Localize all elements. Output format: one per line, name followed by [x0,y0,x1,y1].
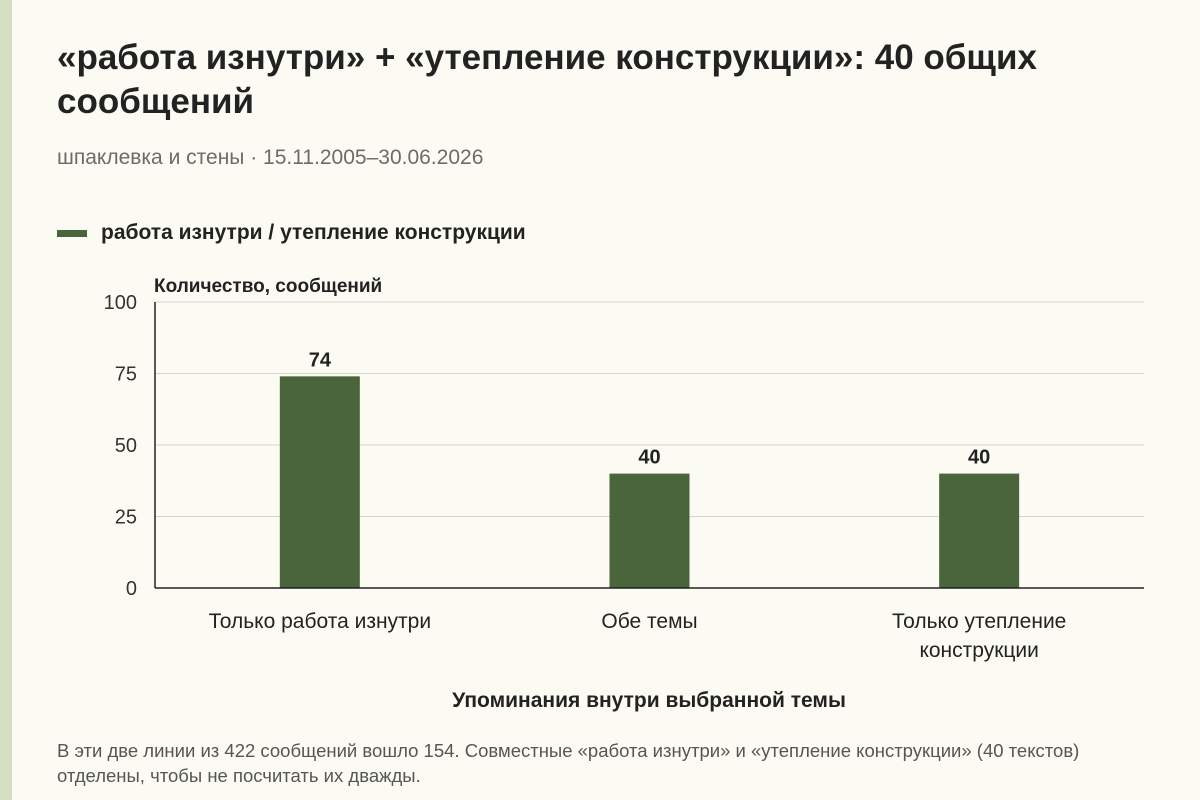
y-tick-label: 100 [104,292,137,314]
y-axis-label: Количество, сообщений [154,276,382,297]
axes: 0 25 50 75 100 Только работа изнутри Обе темы Т… [104,292,1144,662]
x-tick-label: Только работа изнутри [209,610,432,633]
x-tick-label-line: конструкции [919,639,1038,662]
x-tick-label: Только утепление конструкции [892,610,1066,662]
x-tick-label-line: Только работа изнутри [209,610,432,633]
y-tick-label: 50 [115,435,137,457]
legend: работа изнутри / утепление конструкции [57,218,526,248]
bar-value-label: 40 [968,447,990,469]
x-axis-label: Упоминания внутри выбранной темы [452,689,846,712]
chart-title: «работа изнутри» + «утепление конструкци… [57,38,1037,121]
bar [279,376,360,588]
legend-label: работа изнутри / утепление конструкции [101,221,526,244]
footnote: В эти две линии из 422 сообщений вошло 1… [57,740,1080,786]
x-tick-label-line: Обе темы [601,610,697,633]
x-tick-label-line: Только утепление [892,610,1066,633]
x-tick-label: Обе темы [601,610,697,633]
chart-subtitle: шпаклевка и стены · 15.11.2005–30.06.202… [57,146,484,169]
y-tick-label: 0 [126,578,137,600]
y-tick-label: 25 [115,507,137,529]
bar [609,473,690,588]
accent-strip [0,0,12,800]
bar-value-label: 40 [638,447,660,469]
bar-chart: 74 40 40 0 25 50 75 100 Только работа изнутри Об… [104,276,1144,712]
data-labels: 74 40 40 [309,349,991,468]
bar-value-label: 74 [309,349,332,371]
bars [279,376,1020,588]
bar [939,473,1020,588]
legend-swatch [57,229,87,237]
y-tick-label: 75 [115,364,137,386]
